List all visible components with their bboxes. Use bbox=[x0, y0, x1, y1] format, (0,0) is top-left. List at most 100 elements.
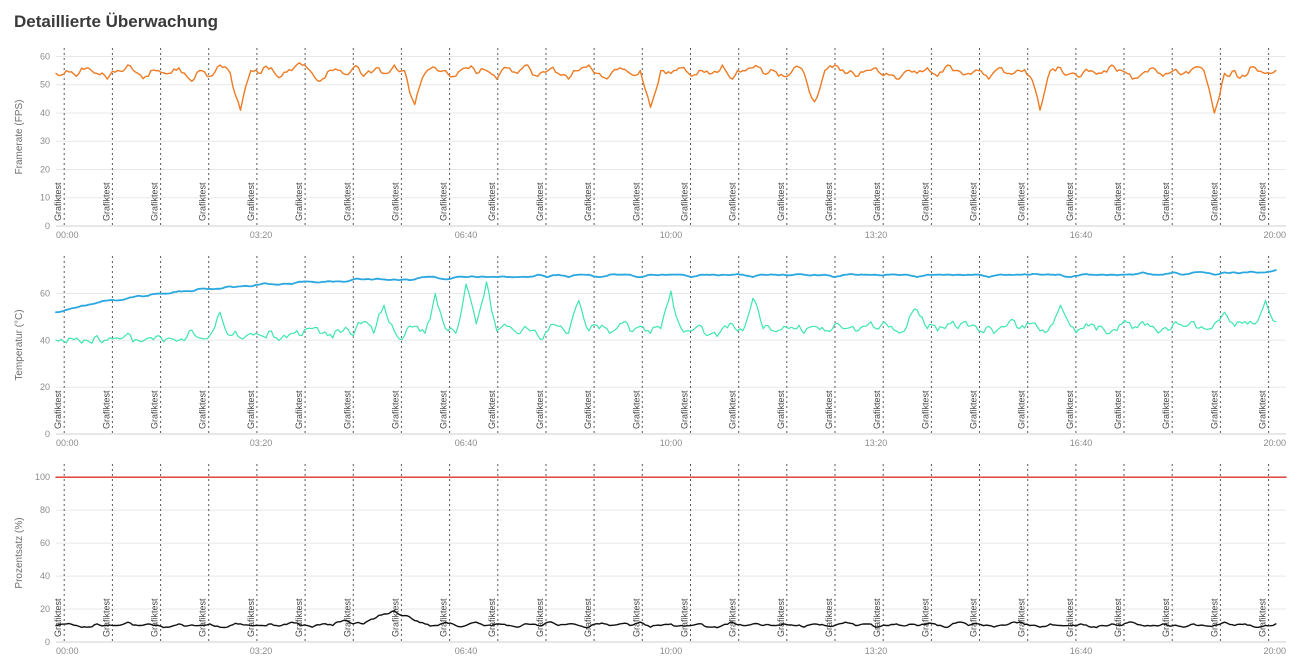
svg-text:Grafiktest: Grafiktest bbox=[101, 182, 111, 221]
svg-text:16:40: 16:40 bbox=[1070, 230, 1093, 240]
svg-text:Grafiktest: Grafiktest bbox=[53, 182, 63, 221]
svg-text:Grafiktest: Grafiktest bbox=[1113, 182, 1123, 221]
svg-text:Grafiktest: Grafiktest bbox=[1017, 598, 1027, 637]
svg-text:Grafiktest: Grafiktest bbox=[101, 390, 111, 429]
svg-text:Grafiktest: Grafiktest bbox=[150, 182, 160, 221]
svg-text:Grafiktest: Grafiktest bbox=[680, 182, 690, 221]
svg-text:00:00: 00:00 bbox=[56, 646, 79, 656]
svg-text:03:20: 03:20 bbox=[250, 230, 273, 240]
svg-text:Grafiktest: Grafiktest bbox=[487, 182, 497, 221]
svg-text:10:00: 10:00 bbox=[660, 230, 683, 240]
svg-text:60: 60 bbox=[40, 289, 50, 299]
svg-text:Grafiktest: Grafiktest bbox=[535, 182, 545, 221]
svg-text:06:40: 06:40 bbox=[455, 646, 478, 656]
svg-text:20: 20 bbox=[40, 604, 50, 614]
svg-text:Grafiktest: Grafiktest bbox=[1017, 182, 1027, 221]
svg-text:Grafiktest: Grafiktest bbox=[535, 598, 545, 637]
svg-text:Grafiktest: Grafiktest bbox=[1258, 598, 1268, 637]
svg-text:50: 50 bbox=[40, 80, 50, 90]
svg-text:20: 20 bbox=[40, 165, 50, 175]
svg-text:Grafiktest: Grafiktest bbox=[390, 390, 400, 429]
svg-text:13:20: 13:20 bbox=[865, 230, 888, 240]
svg-text:Grafiktest: Grafiktest bbox=[631, 390, 641, 429]
svg-text:Grafiktest: Grafiktest bbox=[824, 182, 834, 221]
svg-text:Grafiktest: Grafiktest bbox=[101, 598, 111, 637]
svg-text:10: 10 bbox=[40, 193, 50, 203]
svg-text:Grafiktest: Grafiktest bbox=[342, 390, 352, 429]
percentage-chart-canvas: 0 20 40 60 80 100 00:00 03:20 06:40 10:00 13:20 16:… bbox=[14, 464, 1287, 656]
svg-text:10:00: 10:00 bbox=[660, 646, 683, 656]
svg-text:Grafiktest: Grafiktest bbox=[53, 598, 63, 637]
svg-text:Grafiktest: Grafiktest bbox=[1209, 182, 1219, 221]
svg-text:Grafiktest: Grafiktest bbox=[1258, 390, 1268, 429]
svg-text:00:00: 00:00 bbox=[56, 230, 79, 240]
svg-text:Grafiktest: Grafiktest bbox=[1065, 390, 1075, 429]
svg-text:Grafiktest: Grafiktest bbox=[776, 390, 786, 429]
svg-text:Grafiktest: Grafiktest bbox=[535, 390, 545, 429]
svg-text:Grafiktest: Grafiktest bbox=[1161, 390, 1171, 429]
svg-text:Grafiktest: Grafiktest bbox=[246, 390, 256, 429]
svg-text:Grafiktest: Grafiktest bbox=[1113, 598, 1123, 637]
svg-text:Grafiktest: Grafiktest bbox=[198, 598, 208, 637]
svg-text:0: 0 bbox=[45, 429, 50, 439]
svg-text:Grafiktest: Grafiktest bbox=[920, 390, 930, 429]
svg-text:40: 40 bbox=[40, 335, 50, 345]
svg-text:16:40: 16:40 bbox=[1070, 646, 1093, 656]
svg-text:Grafiktest: Grafiktest bbox=[1113, 390, 1123, 429]
svg-text:13:20: 13:20 bbox=[865, 438, 888, 448]
svg-text:Grafiktest: Grafiktest bbox=[631, 598, 641, 637]
svg-text:03:20: 03:20 bbox=[250, 438, 273, 448]
svg-text:03:20: 03:20 bbox=[250, 646, 273, 656]
svg-text:40: 40 bbox=[40, 571, 50, 581]
svg-text:Grafiktest: Grafiktest bbox=[1161, 182, 1171, 221]
svg-text:20:00: 20:00 bbox=[1263, 230, 1286, 240]
svg-text:Grafiktest: Grafiktest bbox=[872, 390, 882, 429]
svg-text:Grafiktest: Grafiktest bbox=[246, 598, 256, 637]
svg-text:100: 100 bbox=[35, 472, 50, 482]
svg-text:Grafiktest: Grafiktest bbox=[824, 598, 834, 637]
svg-text:Grafiktest: Grafiktest bbox=[390, 598, 400, 637]
svg-text:30: 30 bbox=[40, 136, 50, 146]
svg-text:Grafiktest: Grafiktest bbox=[920, 598, 930, 637]
svg-text:Grafiktest: Grafiktest bbox=[728, 598, 738, 637]
svg-text:60: 60 bbox=[40, 52, 50, 62]
svg-text:Grafiktest: Grafiktest bbox=[969, 598, 979, 637]
svg-text:10:00: 10:00 bbox=[660, 438, 683, 448]
svg-text:Grafiktest: Grafiktest bbox=[487, 598, 497, 637]
svg-text:Grafiktest: Grafiktest bbox=[53, 390, 63, 429]
svg-text:Grafiktest: Grafiktest bbox=[776, 598, 786, 637]
framerate-chart-canvas: 0 10 20 30 40 50 60 00:00 03:20 06:40 10:00 13:20 16… bbox=[14, 48, 1286, 240]
svg-text:Grafiktest: Grafiktest bbox=[1065, 598, 1075, 637]
page-title: Detaillierte Überwachung bbox=[14, 12, 219, 31]
svg-text:20:00: 20:00 bbox=[1263, 646, 1286, 656]
svg-text:80: 80 bbox=[40, 505, 50, 515]
svg-text:Grafiktest: Grafiktest bbox=[1209, 598, 1219, 637]
svg-text:Grafiktest: Grafiktest bbox=[824, 390, 834, 429]
svg-text:Grafiktest: Grafiktest bbox=[439, 390, 449, 429]
svg-text:Grafiktest: Grafiktest bbox=[631, 182, 641, 221]
svg-text:Grafiktest: Grafiktest bbox=[872, 182, 882, 221]
svg-text:Grafiktest: Grafiktest bbox=[728, 182, 738, 221]
svg-text:0: 0 bbox=[45, 637, 50, 647]
svg-text:Grafiktest: Grafiktest bbox=[150, 390, 160, 429]
svg-text:Grafiktest: Grafiktest bbox=[439, 182, 449, 221]
svg-text:Grafiktest: Grafiktest bbox=[776, 182, 786, 221]
svg-text:Grafiktest: Grafiktest bbox=[342, 182, 352, 221]
monitoring-charts: 0 10 20 30 40 50 60 00:00 03:20 06:40 10:00 13:20 16… bbox=[12, 42, 1302, 658]
svg-text:Grafiktest: Grafiktest bbox=[390, 182, 400, 221]
percentage-chart: 0 20 40 60 80 100 00:00 03:20 06:40 10:00 13:20 16:… bbox=[12, 458, 1302, 658]
svg-text:13:20: 13:20 bbox=[865, 646, 888, 656]
temperature-chart-canvas: 0 20 40 60 00:00 03:20 06:40 10:00 13:20 16:40 20:… bbox=[14, 256, 1286, 448]
svg-text:Prozentsatz (%): Prozentsatz (%) bbox=[14, 517, 25, 588]
svg-text:Grafiktest: Grafiktest bbox=[583, 390, 593, 429]
svg-text:Framerate (FPS): Framerate (FPS) bbox=[14, 99, 25, 174]
svg-text:16:40: 16:40 bbox=[1070, 438, 1093, 448]
svg-text:Grafiktest: Grafiktest bbox=[680, 390, 690, 429]
svg-text:20: 20 bbox=[40, 382, 50, 392]
svg-text:Grafiktest: Grafiktest bbox=[728, 390, 738, 429]
svg-text:06:40: 06:40 bbox=[455, 438, 478, 448]
svg-text:Grafiktest: Grafiktest bbox=[1209, 390, 1219, 429]
temperature-chart: 0 20 40 60 00:00 03:20 06:40 10:00 13:20 16:40 20:… bbox=[12, 250, 1302, 450]
svg-text:Grafiktest: Grafiktest bbox=[1065, 182, 1075, 221]
svg-text:Grafiktest: Grafiktest bbox=[439, 598, 449, 637]
